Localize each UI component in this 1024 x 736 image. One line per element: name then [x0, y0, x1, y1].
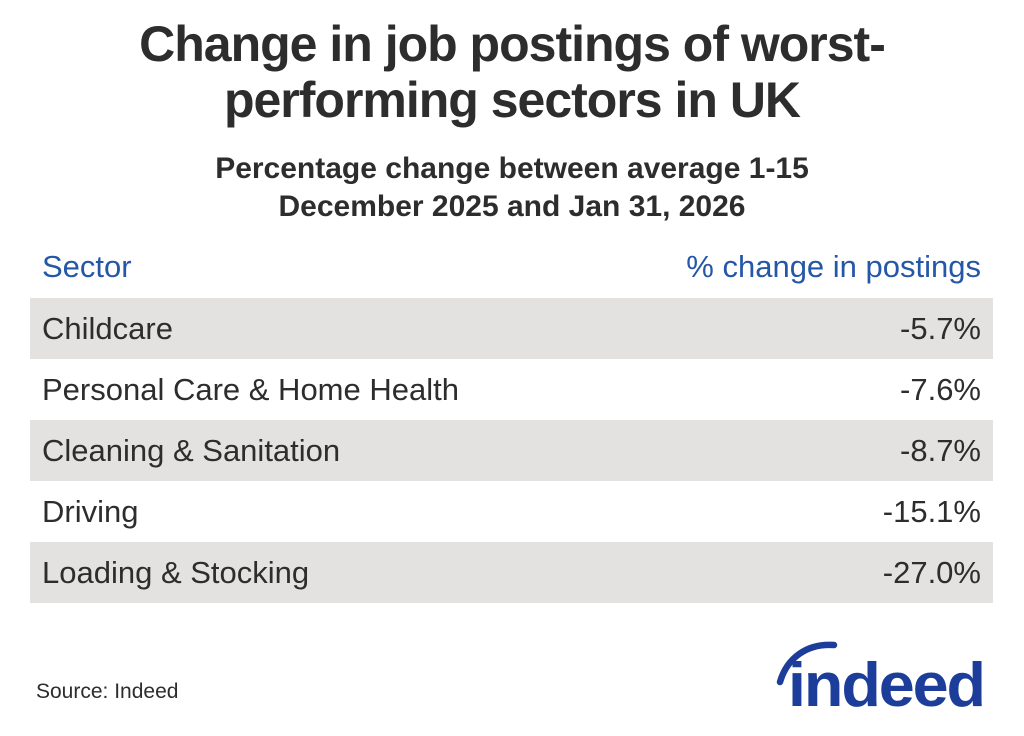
logo-swoosh-icon [776, 641, 838, 686]
source-note: Source: Indeed [36, 680, 179, 703]
change-value: -8.7% [900, 432, 981, 468]
page-title-line-2: performing sectors in UK [223, 72, 801, 128]
indeed-logo: indeed [774, 636, 992, 716]
footer: Source: Indeed indeed [36, 636, 992, 716]
column-header-change: % change in postings [686, 249, 981, 284]
table-row: Loading & Stocking -27.0% [30, 542, 993, 603]
page-subtitle: Percentage change between average 1-15 D… [0, 150, 1024, 226]
page-title-line-1: Change in job postings of worst- [139, 16, 886, 72]
change-value: -27.0% [882, 554, 981, 590]
sector-label: Cleaning & Sanitation [42, 432, 341, 468]
page-title: Change in job postings of worst- perform… [0, 0, 1024, 128]
table-row: Driving -15.1% [30, 481, 993, 542]
change-value: -5.7% [900, 310, 981, 346]
sector-label: Personal Care & Home Health [42, 371, 459, 407]
page-subtitle-line-1: Percentage change between average 1-15 [215, 152, 809, 185]
sector-label: Driving [42, 493, 139, 529]
sector-label: Loading & Stocking [42, 554, 310, 590]
page-subtitle-line-2: December 2025 and Jan 31, 2026 [278, 190, 746, 223]
table-row: Childcare -5.7% [30, 298, 993, 359]
sector-label: Childcare [42, 310, 173, 346]
table-row: Cleaning & Sanitation -8.7% [30, 420, 993, 481]
sector-change-table: Sector % change in postings Childcare -5… [30, 236, 993, 603]
table-header-row: Sector % change in postings [30, 236, 993, 298]
logo-wordmark: indeed [788, 651, 984, 716]
table-row: Personal Care & Home Health -7.6% [30, 359, 993, 420]
change-value: -15.1% [882, 493, 981, 529]
change-value: -7.6% [900, 371, 981, 407]
column-header-sector: Sector [42, 249, 132, 284]
